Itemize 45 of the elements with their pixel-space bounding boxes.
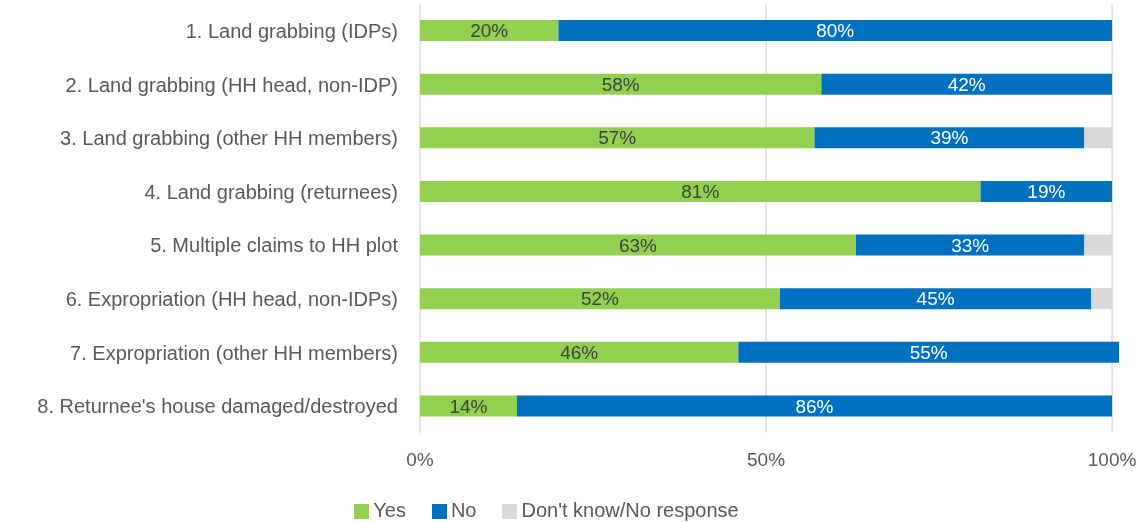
data-label: 14% (449, 395, 488, 417)
y-tick-label: 7. Expropriation (other HH members) (70, 341, 398, 364)
bar (980, 180, 1113, 202)
bar (738, 341, 1119, 363)
bar (420, 20, 559, 41)
bar (420, 73, 822, 95)
data-label: 80% (816, 20, 855, 42)
y-tick-label: 5. Multiple claims to HH plot (150, 234, 399, 257)
bar (558, 20, 1113, 41)
legend-label: No (450, 499, 477, 521)
data-label: 81% (681, 181, 720, 203)
y-tick-label: 6. Expropriation (HH head, non-IDPs) (65, 288, 398, 311)
data-label: 20% (470, 20, 509, 42)
legend-label: Don't know/No response (521, 499, 739, 521)
data-label: 33% (951, 234, 990, 256)
data-label: 42% (947, 73, 986, 95)
data-label: 19% (1027, 181, 1066, 203)
bar (420, 180, 981, 202)
x-tick-label: 50% (747, 449, 786, 471)
y-tick-label: 3. Land grabbing (other HH members) (60, 127, 398, 150)
y-tick-label: 8. Returnee's house damaged/destroyed (37, 395, 398, 418)
bar (420, 234, 857, 256)
data-label: 52% (580, 288, 620, 310)
data-label: 57% (598, 127, 637, 149)
bar (856, 234, 1085, 256)
bar (814, 127, 1085, 149)
x-tick-label: 100% (1087, 449, 1137, 471)
data-label: 39% (930, 127, 969, 149)
bar (779, 288, 1092, 310)
x-tick-label: 0% (406, 449, 434, 471)
y-tick-label: 2. Land grabbing (HH head, non-IDP) (65, 73, 398, 96)
legend-label: Yes (373, 499, 406, 521)
data-label: 46% (560, 341, 599, 363)
bar (420, 288, 780, 310)
y-tick-label: 1. Land grabbing (IDPs) (185, 19, 398, 42)
data-label: 45% (916, 288, 955, 310)
bar (420, 127, 815, 149)
bar (420, 341, 739, 363)
data-label: 55% (909, 341, 948, 363)
bar (516, 395, 1113, 417)
y-tick-label: 4. Land grabbing (returnees) (144, 180, 398, 203)
bar (821, 73, 1113, 95)
data-label: 63% (618, 234, 658, 256)
data-label: 86% (795, 395, 834, 417)
data-label: 58% (601, 73, 640, 95)
